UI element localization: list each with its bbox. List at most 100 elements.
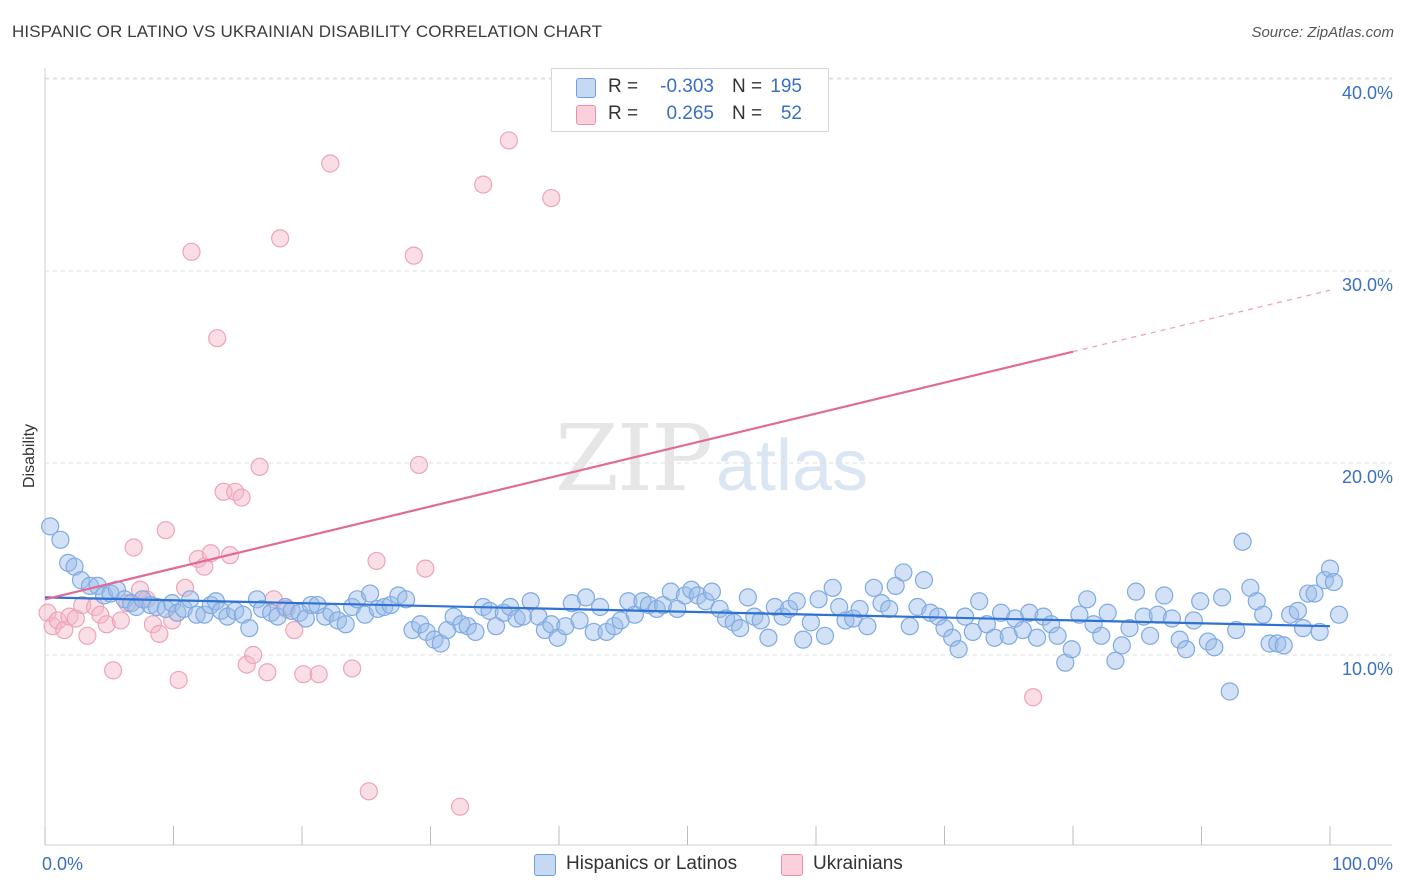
hispanics-point	[1140, 626, 1160, 645]
blue-swatch-icon	[534, 854, 556, 876]
legend-label: Hispanics or Latinos	[566, 853, 738, 874]
ukrainians-point	[175, 578, 195, 597]
ukrainians-point	[97, 615, 116, 634]
hispanics-point	[1288, 601, 1307, 620]
hispanics-point	[985, 628, 1004, 647]
hispanics-point	[1070, 605, 1089, 624]
hispanics-point	[653, 595, 673, 615]
hispanics-point	[1013, 620, 1032, 640]
hispanics-point	[361, 584, 380, 603]
hispanics-point	[696, 592, 715, 611]
ukrainians-point	[55, 620, 74, 640]
hispanics-point	[880, 599, 899, 619]
ukrainians-point	[111, 611, 130, 630]
hispanics-point	[1274, 636, 1293, 655]
ukrainians-point	[499, 131, 518, 150]
hispanics-point	[668, 599, 687, 619]
hispanics-point	[1315, 571, 1334, 590]
ukrainians-trend-extension	[1072, 289, 1331, 353]
n-label: N =	[732, 103, 763, 124]
x-tick-label: 0.0%	[42, 854, 83, 874]
ukrainians-point	[258, 663, 277, 682]
hispanics-point	[963, 622, 982, 642]
ukrainians-point	[104, 661, 123, 680]
ukrainians-point	[343, 659, 362, 678]
hispanics-point	[977, 615, 997, 634]
hispanics-point	[801, 613, 820, 632]
watermark-atlas: atlas	[716, 426, 869, 506]
hispanics-point	[900, 617, 919, 636]
hispanics-point	[815, 626, 835, 645]
hispanics-point	[576, 588, 596, 607]
hispanics-point	[661, 582, 680, 601]
ukrainians-point	[285, 620, 304, 640]
x-tick-label: 100.0%	[1332, 854, 1393, 874]
ukrainians-point	[38, 603, 57, 622]
hispanics-point	[914, 571, 934, 590]
hispanics-point	[1320, 559, 1340, 578]
hispanics-point	[1184, 611, 1203, 630]
hispanics-point	[240, 619, 259, 638]
ukrainians-point	[244, 645, 263, 665]
ukrainians-point	[416, 559, 435, 578]
hispanics-point	[955, 607, 975, 626]
hispanics-point	[1191, 592, 1210, 611]
hispanics-point	[486, 617, 506, 636]
y-tick-label: 10.0%	[1342, 659, 1393, 679]
source-credit: Source: ZipAtlas.com	[1251, 24, 1394, 41]
ukrainians-point	[367, 551, 386, 571]
hispanics-point	[444, 607, 463, 626]
hispanics-point	[452, 615, 471, 634]
hispanics-point	[1293, 619, 1313, 638]
hispanics-point	[1212, 588, 1232, 607]
ukrainians-point	[48, 611, 67, 630]
ukrainians-point	[237, 655, 256, 674]
hispanics-points	[41, 517, 1349, 701]
hispanics-point	[886, 576, 905, 595]
ukrainians-point	[91, 605, 110, 624]
hispanics-point	[1305, 584, 1324, 603]
hispanics-point	[591, 597, 610, 617]
hispanics-point	[894, 563, 913, 582]
ukrainians-point	[309, 665, 328, 684]
hispanics-point	[1048, 626, 1067, 645]
ukrainians-point	[156, 521, 175, 540]
hispanics-point	[1260, 634, 1279, 653]
hispanics-point	[1176, 640, 1196, 659]
hispanics-point	[809, 590, 828, 609]
n-value: 195	[770, 76, 802, 97]
hispanics-point	[1106, 651, 1125, 670]
r-value: 0.265	[666, 103, 714, 124]
hispanics-point	[1092, 626, 1111, 645]
ukrainians-point	[404, 246, 423, 265]
ukrainians-point	[60, 607, 79, 626]
ukrainians-point	[542, 188, 561, 208]
hispanics-point	[787, 592, 806, 611]
hispanics-point	[521, 592, 540, 611]
axis-labels: 10.0% 20.0% 30.0% 40.0% 0.0% 100.0% Disability	[21, 83, 1393, 874]
ukrainians-point	[1024, 688, 1043, 707]
hispanics-point	[570, 611, 589, 630]
ukrainians-point	[294, 665, 313, 684]
y-tick-label: 30.0%	[1342, 275, 1393, 295]
ukrainians-point	[474, 175, 493, 194]
r-label: R =	[608, 76, 639, 97]
hispanics-point	[858, 617, 877, 636]
hispanics-point	[1233, 532, 1252, 551]
ukrainians-point	[409, 455, 429, 475]
hispanics-point	[1329, 605, 1349, 624]
hispanics-point	[1170, 630, 1189, 649]
hispanics-point	[1268, 634, 1287, 653]
hispanics-point	[1027, 628, 1047, 647]
hispanics-point	[417, 622, 436, 642]
hispanics-point	[1205, 638, 1224, 657]
ukrainians-point	[182, 242, 201, 261]
hispanics-point	[301, 595, 321, 615]
hispanics-point	[823, 578, 842, 597]
hispanics-point	[949, 640, 968, 659]
legend-row-ukrainians: R = 0.265 N = 52	[552, 101, 828, 127]
hispanics-point	[1227, 620, 1246, 640]
trend-lines	[44, 289, 1331, 628]
grid-lines	[45, 77, 1392, 656]
